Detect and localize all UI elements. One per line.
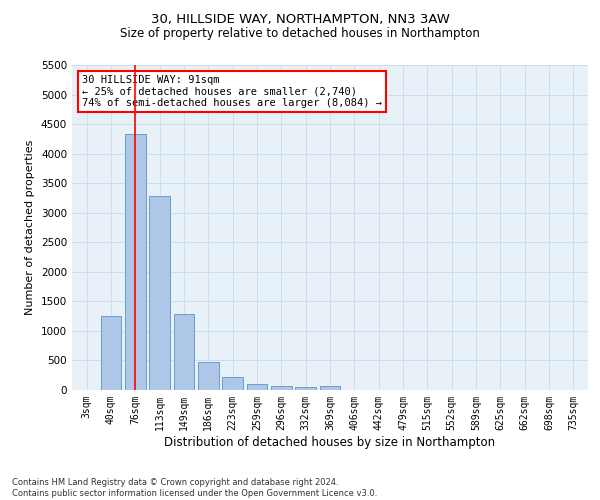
Y-axis label: Number of detached properties: Number of detached properties	[25, 140, 35, 315]
Bar	[295, 387, 316, 390]
Bar	[271, 386, 292, 390]
Text: 30, HILLSIDE WAY, NORTHAMPTON, NN3 3AW: 30, HILLSIDE WAY, NORTHAMPTON, NN3 3AW	[151, 12, 449, 26]
Bar	[125, 134, 146, 390]
Text: Contains HM Land Registry data © Crown copyright and database right 2024.
Contai: Contains HM Land Registry data © Crown c…	[12, 478, 377, 498]
Bar	[247, 384, 268, 390]
Bar	[149, 196, 170, 390]
X-axis label: Distribution of detached houses by size in Northampton: Distribution of detached houses by size …	[164, 436, 496, 448]
Bar	[320, 386, 340, 390]
Bar	[101, 316, 121, 390]
Bar	[173, 314, 194, 390]
Bar	[222, 377, 243, 390]
Text: Size of property relative to detached houses in Northampton: Size of property relative to detached ho…	[120, 28, 480, 40]
Bar	[198, 362, 218, 390]
Text: 30 HILLSIDE WAY: 91sqm
← 25% of detached houses are smaller (2,740)
74% of semi-: 30 HILLSIDE WAY: 91sqm ← 25% of detached…	[82, 74, 382, 108]
